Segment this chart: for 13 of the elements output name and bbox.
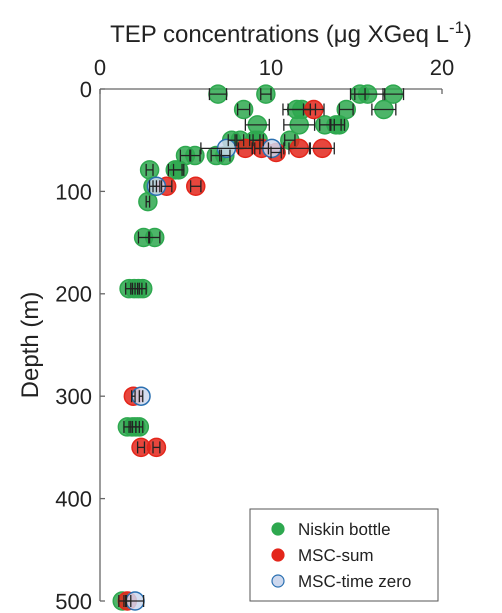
y-tick-label: 500 [55, 588, 92, 613]
y-tick-label: 300 [55, 384, 92, 410]
y-tick-label: 0 [80, 76, 92, 102]
y-tick-label: 100 [55, 179, 92, 204]
x-axis-title: TEP concentrations (μg XGeq L$^{-1}$) [110, 18, 472, 48]
x-tick-label: 10 [258, 55, 284, 80]
y-tick-label: 400 [55, 486, 92, 512]
y-tick-label: 200 [55, 282, 92, 307]
legend-label: Niskin bottle [298, 520, 391, 540]
legend-label: MSC-time zero [298, 572, 412, 592]
y-axis-title: Depth (m) [17, 292, 44, 398]
x-tick-label: 20 [430, 55, 454, 80]
legend-label: MSC-sum [298, 546, 374, 566]
